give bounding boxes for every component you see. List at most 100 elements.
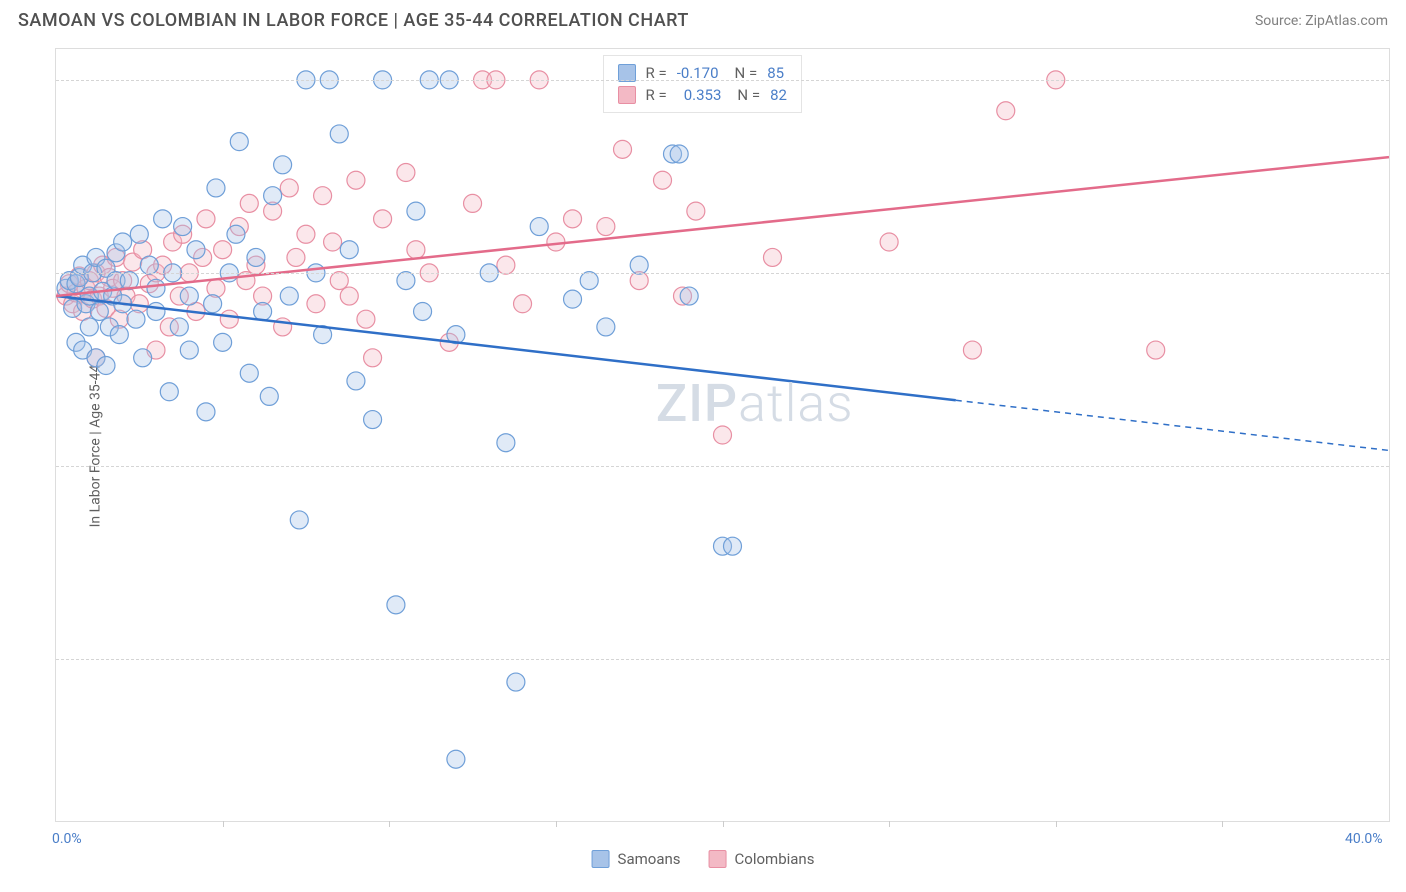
chart-title: SAMOAN VS COLOMBIAN IN LABOR FORCE | AGE… [18,10,689,31]
data-point [414,302,432,320]
data-point [580,272,598,290]
data-point [680,287,698,305]
data-point [237,272,255,290]
legend-swatch-samoans-icon [592,850,610,868]
data-point [247,248,265,266]
data-point [220,310,238,328]
stat-label-r2: R = [646,86,667,104]
data-point [507,673,525,691]
x-tick-mark [723,821,724,827]
legend-item-samoans: Samoans [592,850,681,868]
data-point [347,171,365,189]
data-point [280,179,298,197]
data-point [347,372,365,390]
data-point [127,310,145,328]
data-point [147,279,165,297]
grid-line [56,466,1389,467]
data-point [397,272,415,290]
data-point [180,341,198,359]
data-point [290,511,308,529]
scatter-svg [56,49,1389,821]
data-point [207,279,225,297]
data-point [110,326,128,344]
grid-line [56,273,1389,274]
x-tick-mark [556,821,557,827]
data-point [564,290,582,308]
data-point [170,318,188,336]
data-point [324,233,342,251]
data-point [274,156,292,174]
data-point [530,218,548,236]
data-point [387,596,405,614]
x-tick-label: 40.0% [1345,831,1383,847]
data-point [147,302,165,320]
data-point [207,179,225,197]
data-point [330,272,348,290]
legend-label-colombians: Colombians [735,850,815,868]
legend-item-colombians: Colombians [709,850,815,868]
chart-header: SAMOAN VS COLOMBIAN IN LABOR FORCE | AGE… [0,0,1406,39]
data-point [880,233,898,251]
data-point [264,187,282,205]
trend-line [56,157,1389,296]
data-point [723,537,741,555]
stats-row-colombians: R = 0.353 N = 82 [618,84,787,106]
x-tick-mark [389,821,390,827]
stats-legend-box: R = -0.170 N = 85 R = 0.353 N = 82 [603,55,802,113]
data-point [963,341,981,359]
data-point [447,750,465,768]
data-point [340,287,358,305]
data-point [260,387,278,405]
data-point [280,287,298,305]
data-point [180,287,198,305]
data-point [687,202,705,220]
data-point [214,333,232,351]
data-point [614,140,632,158]
y-tick-label: 62.5% [1395,650,1406,666]
y-tick-label: 87.5% [1395,264,1406,280]
data-point [1147,341,1165,359]
data-point [364,349,382,367]
legend-label-samoans: Samoans [618,850,681,868]
data-point [214,241,232,259]
data-point [497,256,515,274]
data-point [464,194,482,212]
x-tick-mark [1056,821,1057,827]
data-point [154,210,172,228]
stat-colombians-n: 82 [770,86,787,104]
y-tick-label: 75.0% [1395,457,1406,473]
data-point [407,241,425,259]
data-point [197,210,215,228]
stat-label-n2: N = [737,86,760,104]
chart-source: Source: ZipAtlas.com [1255,13,1388,29]
swatch-colombians-icon [618,86,636,104]
data-point [97,357,115,375]
data-point [763,248,781,266]
data-point [314,187,332,205]
grid-line [56,659,1389,660]
y-tick-label: 100.0% [1395,71,1406,87]
data-point [364,411,382,429]
x-tick-mark [223,821,224,827]
data-point [654,171,672,189]
data-point [547,233,565,251]
data-point [130,225,148,243]
data-point [114,233,132,251]
data-point [397,164,415,182]
data-point [160,383,178,401]
data-point [407,202,425,220]
data-point [357,310,375,328]
chart-plot-area: R = -0.170 N = 85 R = 0.353 N = 82 ZIPat… [55,48,1390,822]
data-point [597,218,615,236]
data-point [174,218,192,236]
trend-line-extrapolated [956,400,1389,450]
data-point [287,248,305,266]
bottom-legend: Samoans Colombians [592,850,815,868]
data-point [187,241,205,259]
data-point [630,256,648,274]
stat-colombians-r: 0.353 [684,86,722,104]
data-point [204,295,222,313]
data-point [197,403,215,421]
data-point [564,210,582,228]
data-point [340,241,358,259]
